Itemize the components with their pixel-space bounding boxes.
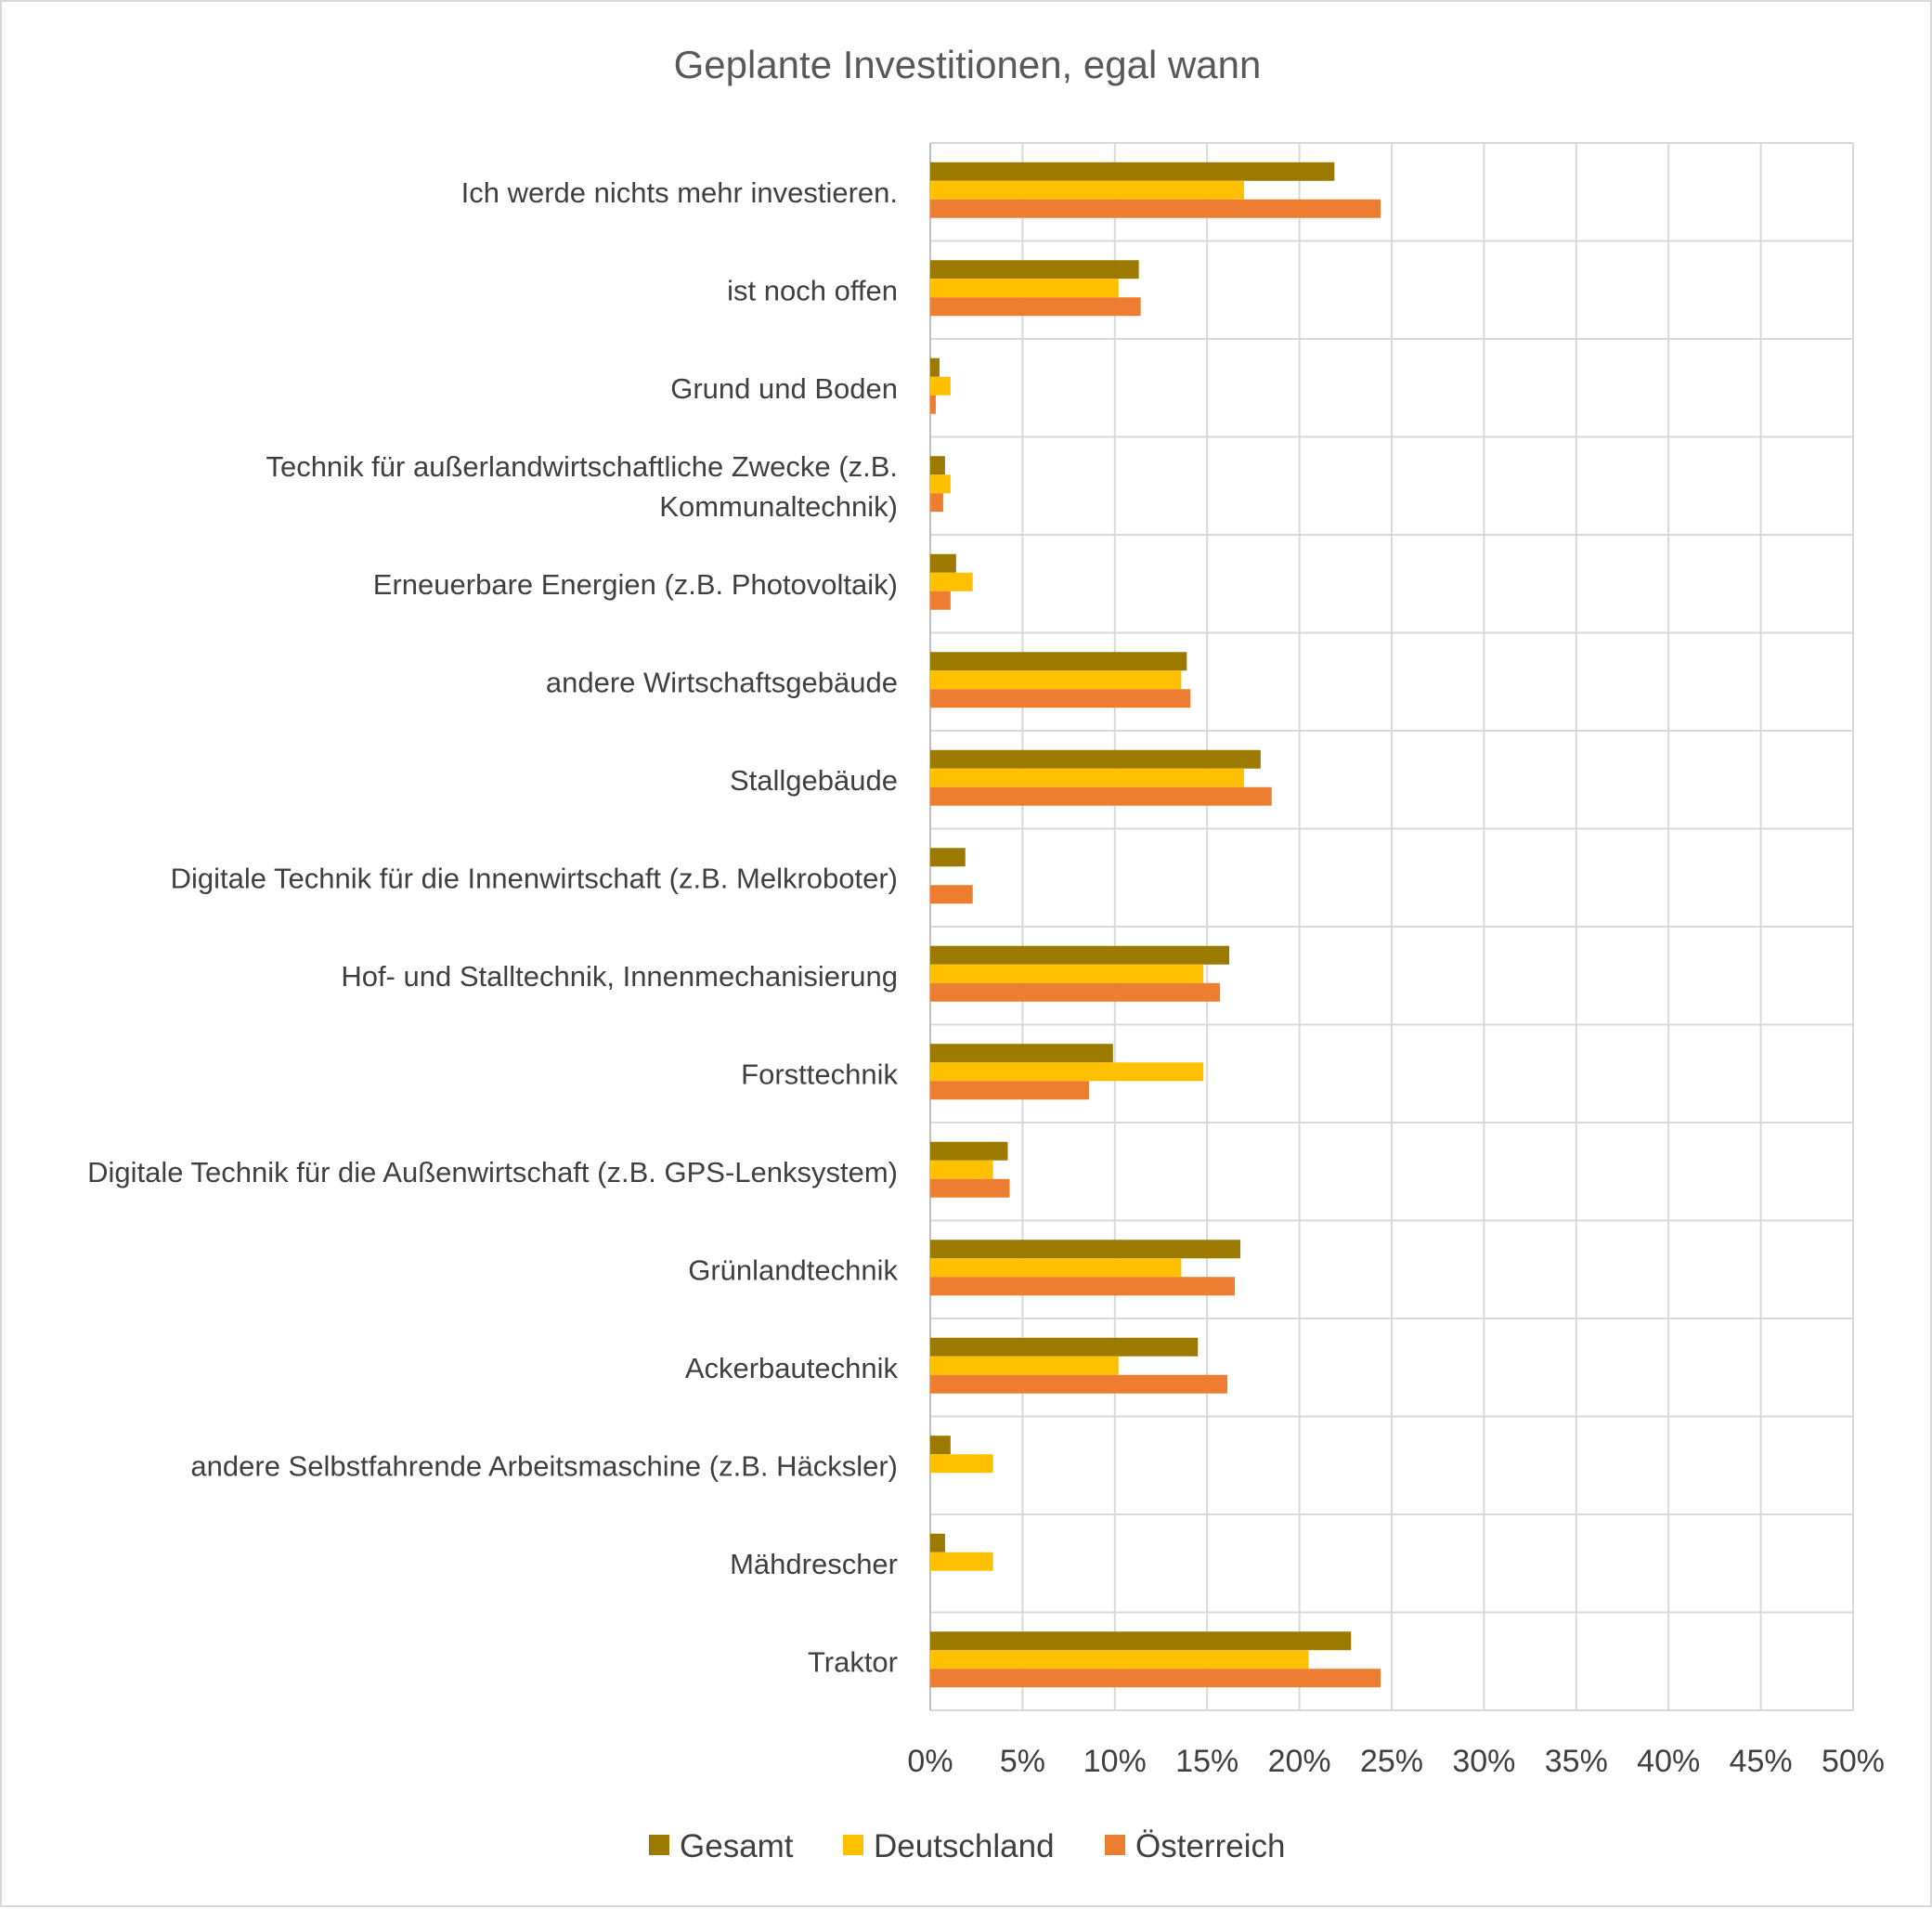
- bar-deutschland: [930, 1160, 993, 1179]
- legend-label: Österreich: [1135, 1828, 1285, 1864]
- bar-österreich: [930, 1374, 1228, 1394]
- x-tick-label: 30%: [1452, 1744, 1515, 1779]
- bar-gesamt: [930, 749, 1261, 769]
- bar-deutschland: [930, 1650, 1309, 1669]
- bar-gesamt: [930, 162, 1335, 181]
- bar-gesamt: [930, 456, 945, 475]
- x-tick-label: 20%: [1268, 1744, 1331, 1779]
- category-label: Hof- und Stalltechnik, Innenmechanisieru…: [341, 960, 898, 993]
- category-label: Grund und Boden: [670, 372, 898, 405]
- bar-gesamt: [930, 1240, 1240, 1259]
- bar-gesamt: [930, 1337, 1199, 1357]
- bar-österreich: [930, 1669, 1381, 1688]
- bar-deutschland: [930, 768, 1244, 787]
- category-label: Digitale Technik für die Außenwirtschaft…: [87, 1156, 898, 1188]
- category-label: ist noch offen: [727, 274, 898, 306]
- x-tick-label: 25%: [1360, 1744, 1423, 1779]
- bar-gesamt: [930, 1631, 1352, 1651]
- bar-deutschland: [930, 1356, 1119, 1375]
- x-tick-label: 40%: [1637, 1744, 1700, 1779]
- bar-gesamt: [930, 848, 966, 867]
- bar-deutschland: [930, 1062, 1204, 1082]
- bar-gesamt: [930, 1141, 1008, 1161]
- bar-gesamt: [930, 1435, 951, 1455]
- bar-deutschland: [930, 670, 1182, 690]
- category-label: Forsttechnik: [741, 1058, 898, 1090]
- chart-title: Geplante Investitionen, egal wann: [674, 43, 1262, 86]
- bars: [930, 162, 1381, 1688]
- bar-österreich: [930, 1277, 1236, 1296]
- bar-deutschland: [930, 1258, 1182, 1278]
- x-tick-label: 10%: [1083, 1744, 1147, 1779]
- category-label: Kommunaltechnik): [659, 490, 898, 523]
- bar-deutschland: [930, 279, 1119, 298]
- bar-österreich: [930, 199, 1381, 218]
- bar-gesamt: [930, 945, 1230, 965]
- bar-gesamt: [930, 260, 1139, 279]
- category-labels: Ich werde nichts mehr investieren. ist no…: [87, 176, 898, 1679]
- bar-österreich: [930, 885, 973, 904]
- category-label: andere Selbstfahrende Arbeitsmaschine (z…: [190, 1449, 898, 1482]
- legend: Gesamt Deutschland Österreich: [649, 1828, 1285, 1864]
- category-label: andere Wirtschaftsgebäude: [546, 666, 898, 698]
- bar-gesamt: [930, 553, 956, 573]
- legend-label: Deutschland: [874, 1828, 1055, 1864]
- x-tick-label: 15%: [1175, 1744, 1238, 1779]
- x-tick-label: 50%: [1822, 1744, 1885, 1779]
- bar-österreich: [930, 786, 1272, 806]
- x-tick-label: 0%: [907, 1744, 953, 1779]
- bar-gesamt: [930, 652, 1187, 671]
- bar-österreich: [930, 493, 943, 513]
- x-axis-tick-labels: 0% 5% 10% 15% 20% 25% 30% 35% 40% 45% 50%: [907, 1744, 1885, 1779]
- bar-österreich: [930, 689, 1191, 708]
- category-label: Grünlandtechnik: [688, 1253, 898, 1286]
- bar-österreich: [930, 1081, 1089, 1100]
- gridlines: [929, 142, 1854, 1711]
- legend-swatch-deutschland: [843, 1835, 863, 1855]
- category-label: Stallgebäude: [730, 764, 898, 797]
- bar-deutschland: [930, 1552, 993, 1571]
- bar-gesamt: [930, 1533, 945, 1552]
- category-label: Erneuerbare Energien (z.B. Photovoltaik): [373, 568, 898, 601]
- bar-österreich: [930, 395, 936, 414]
- category-label: Technik für außerlandwirtschaftliche Zwe…: [266, 450, 898, 483]
- category-label: Ackerbautechnik: [685, 1352, 899, 1384]
- category-label: Traktor: [808, 1645, 898, 1678]
- bar-deutschland: [930, 1454, 993, 1474]
- legend-label: Gesamt: [680, 1828, 794, 1864]
- bar-gesamt: [930, 357, 940, 377]
- bar-deutschland: [930, 474, 951, 494]
- category-label: Mähdrescher: [730, 1548, 898, 1580]
- bar-deutschland: [930, 964, 1204, 983]
- legend-swatch-gesamt: [649, 1835, 669, 1855]
- category-label: Ich werde nichts mehr investieren.: [461, 176, 898, 209]
- bar-österreich: [930, 591, 951, 610]
- x-tick-label: 45%: [1730, 1744, 1793, 1779]
- bar-deutschland: [930, 376, 951, 396]
- bar-österreich: [930, 297, 1141, 317]
- bar-österreich: [930, 982, 1221, 1002]
- bar-deutschland: [930, 180, 1244, 200]
- x-tick-label: 35%: [1545, 1744, 1608, 1779]
- legend-swatch-österreich: [1105, 1835, 1125, 1855]
- bar-gesamt: [930, 1044, 1113, 1063]
- bar-österreich: [930, 1178, 1010, 1198]
- x-tick-label: 5%: [1000, 1744, 1045, 1779]
- bar-deutschland: [930, 572, 973, 591]
- category-label: Digitale Technik für die Innenwirtschaft…: [171, 862, 898, 894]
